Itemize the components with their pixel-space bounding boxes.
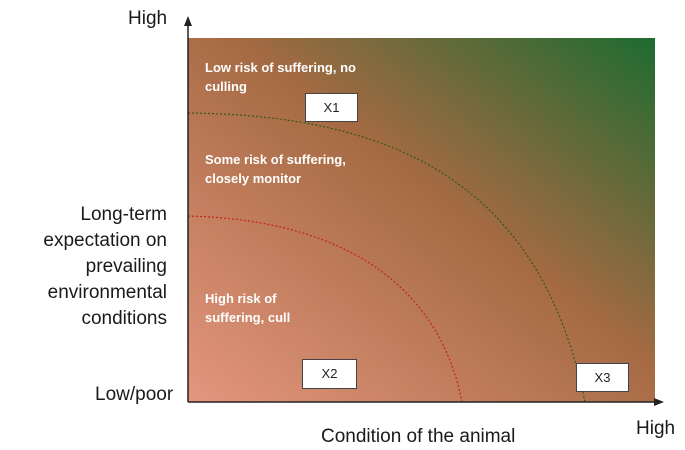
some-risk-zone-label: Some risk of suffering, closely monitor [205,150,346,188]
x-axis-title: Condition of the animal [321,426,516,447]
marker-x1: X1 [305,93,358,122]
zone-label-line: Some risk of suffering, [205,152,346,167]
y-axis-title-line: environmental [47,282,167,303]
y-axis-low-label: Low/poor [95,384,174,405]
plot-area [188,38,655,402]
green-boundary-line [187,112,586,403]
low-risk-zone-label: Low risk of suffering, no culling [205,58,356,96]
x-axis-high-label: High [636,418,676,439]
marker-x2: X2 [302,359,357,389]
high-risk-zone-label: High risk of suffering, cull [205,289,290,327]
zone-label-line: High risk of [205,291,277,306]
x-axis-arrow [654,398,664,406]
zone-label-line: Low risk of suffering, no [205,60,356,75]
y-axis-title-line: prevailing [85,256,167,277]
y-axis-title: Long-term expectation on prevailing envi… [0,202,167,332]
y-axis-title-line: expectation on [43,230,167,251]
zone-label-line: closely monitor [205,171,302,186]
y-axis-high-label: High [128,8,168,29]
red-boundary-line [187,215,463,403]
zone-label-line: suffering, cull [205,310,291,325]
zone-label-line: culling [205,79,247,94]
y-axis-title-line: Long-term [80,204,167,225]
marker-x3: X3 [576,363,629,392]
y-axis-arrow [184,16,192,26]
y-axis-title-line: conditions [81,308,167,329]
